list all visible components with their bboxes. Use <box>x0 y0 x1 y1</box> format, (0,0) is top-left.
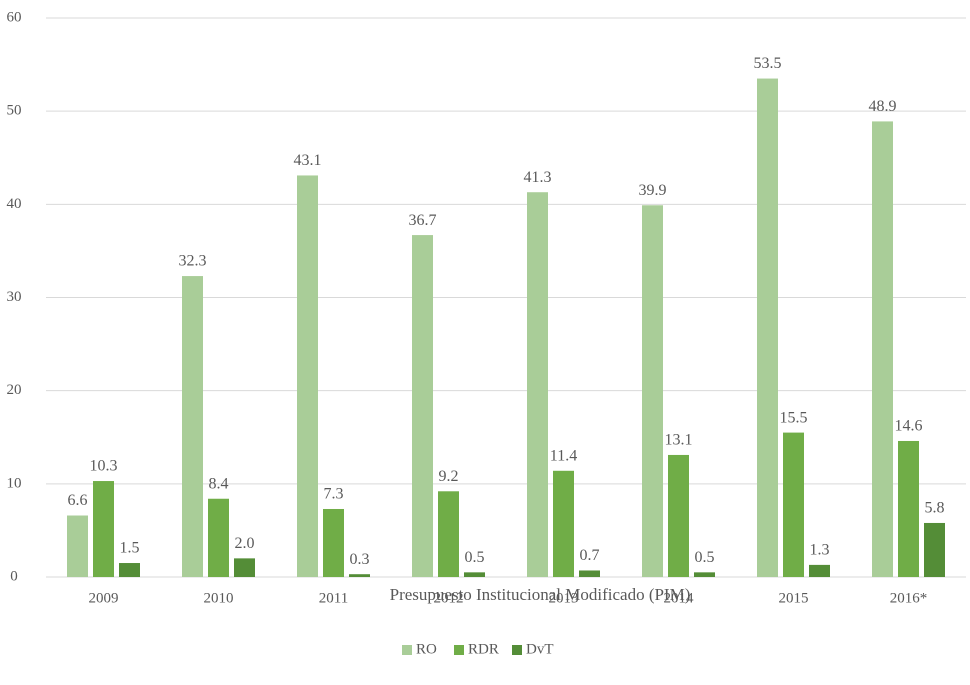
data-label: 2.0 <box>235 535 255 552</box>
y-tick-label: 10 <box>7 475 22 491</box>
data-label: 53.5 <box>754 55 782 72</box>
y-tick-label: 40 <box>7 196 22 212</box>
data-label: 6.6 <box>68 492 88 509</box>
x-tick-label: 2011 <box>319 590 348 606</box>
bar <box>234 558 255 577</box>
data-label: 15.5 <box>780 409 808 426</box>
y-tick-label: 30 <box>7 289 22 305</box>
x-tick-label: 2009 <box>89 590 119 606</box>
data-label: 43.1 <box>294 152 322 169</box>
data-label: 14.6 <box>895 418 923 435</box>
legend-label: DvT <box>526 641 554 657</box>
x-tick-label: 2016* <box>890 590 928 606</box>
bar <box>67 515 88 577</box>
bar <box>93 481 114 577</box>
data-label: 5.8 <box>925 500 945 517</box>
data-label: 0.5 <box>465 549 485 566</box>
bar <box>323 508 344 577</box>
y-tick-label: 0 <box>10 568 18 584</box>
data-label: 39.9 <box>639 182 667 199</box>
data-label: 1.5 <box>120 540 140 557</box>
bar <box>527 192 548 577</box>
bar <box>872 121 893 577</box>
data-label: 36.7 <box>409 212 437 229</box>
data-label: 11.4 <box>550 447 577 464</box>
bar <box>694 572 715 577</box>
bar <box>924 522 945 577</box>
data-label: 41.3 <box>524 169 552 186</box>
data-label: 9.2 <box>439 468 459 485</box>
bar <box>208 498 229 577</box>
y-tick-label: 50 <box>7 103 22 119</box>
bar <box>783 432 804 577</box>
x-tick-label: 2010 <box>204 590 234 606</box>
x-tick-label: 2015 <box>779 590 809 606</box>
data-label: 0.5 <box>695 549 715 566</box>
legend-label: RO <box>416 641 437 657</box>
bar <box>809 564 830 577</box>
data-label: 0.7 <box>580 547 600 564</box>
data-label: 10.3 <box>90 458 118 475</box>
x-axis-label: Presupuesto Institucional Modificado (PI… <box>390 585 691 604</box>
x-tick-label: 2012 <box>434 590 464 606</box>
y-tick-label: 20 <box>7 382 22 398</box>
bar <box>297 175 318 577</box>
bar <box>898 440 919 577</box>
x-tick-label: 2013 <box>549 590 579 606</box>
bar <box>668 454 689 577</box>
bar <box>349 574 370 577</box>
x-tick-label: 2014 <box>664 590 695 606</box>
bar <box>757 78 778 577</box>
data-label: 0.3 <box>350 551 370 568</box>
legend-swatch <box>454 645 464 655</box>
data-label: 8.4 <box>209 475 229 492</box>
bar <box>579 570 600 577</box>
bar <box>182 276 203 577</box>
data-label: 32.3 <box>179 253 207 270</box>
bar <box>438 491 459 577</box>
bar <box>119 563 140 577</box>
bar <box>464 572 485 577</box>
bar <box>553 470 574 577</box>
legend-swatch <box>402 645 412 655</box>
bar <box>412 235 433 577</box>
y-tick-label: 60 <box>7 9 22 25</box>
data-label: 48.9 <box>869 98 897 115</box>
data-label: 1.3 <box>810 542 830 559</box>
data-label: 13.1 <box>665 432 693 449</box>
legend-swatch <box>512 645 522 655</box>
bar <box>642 205 663 577</box>
data-label: 7.3 <box>324 486 344 503</box>
legend-label: RDR <box>468 641 499 657</box>
